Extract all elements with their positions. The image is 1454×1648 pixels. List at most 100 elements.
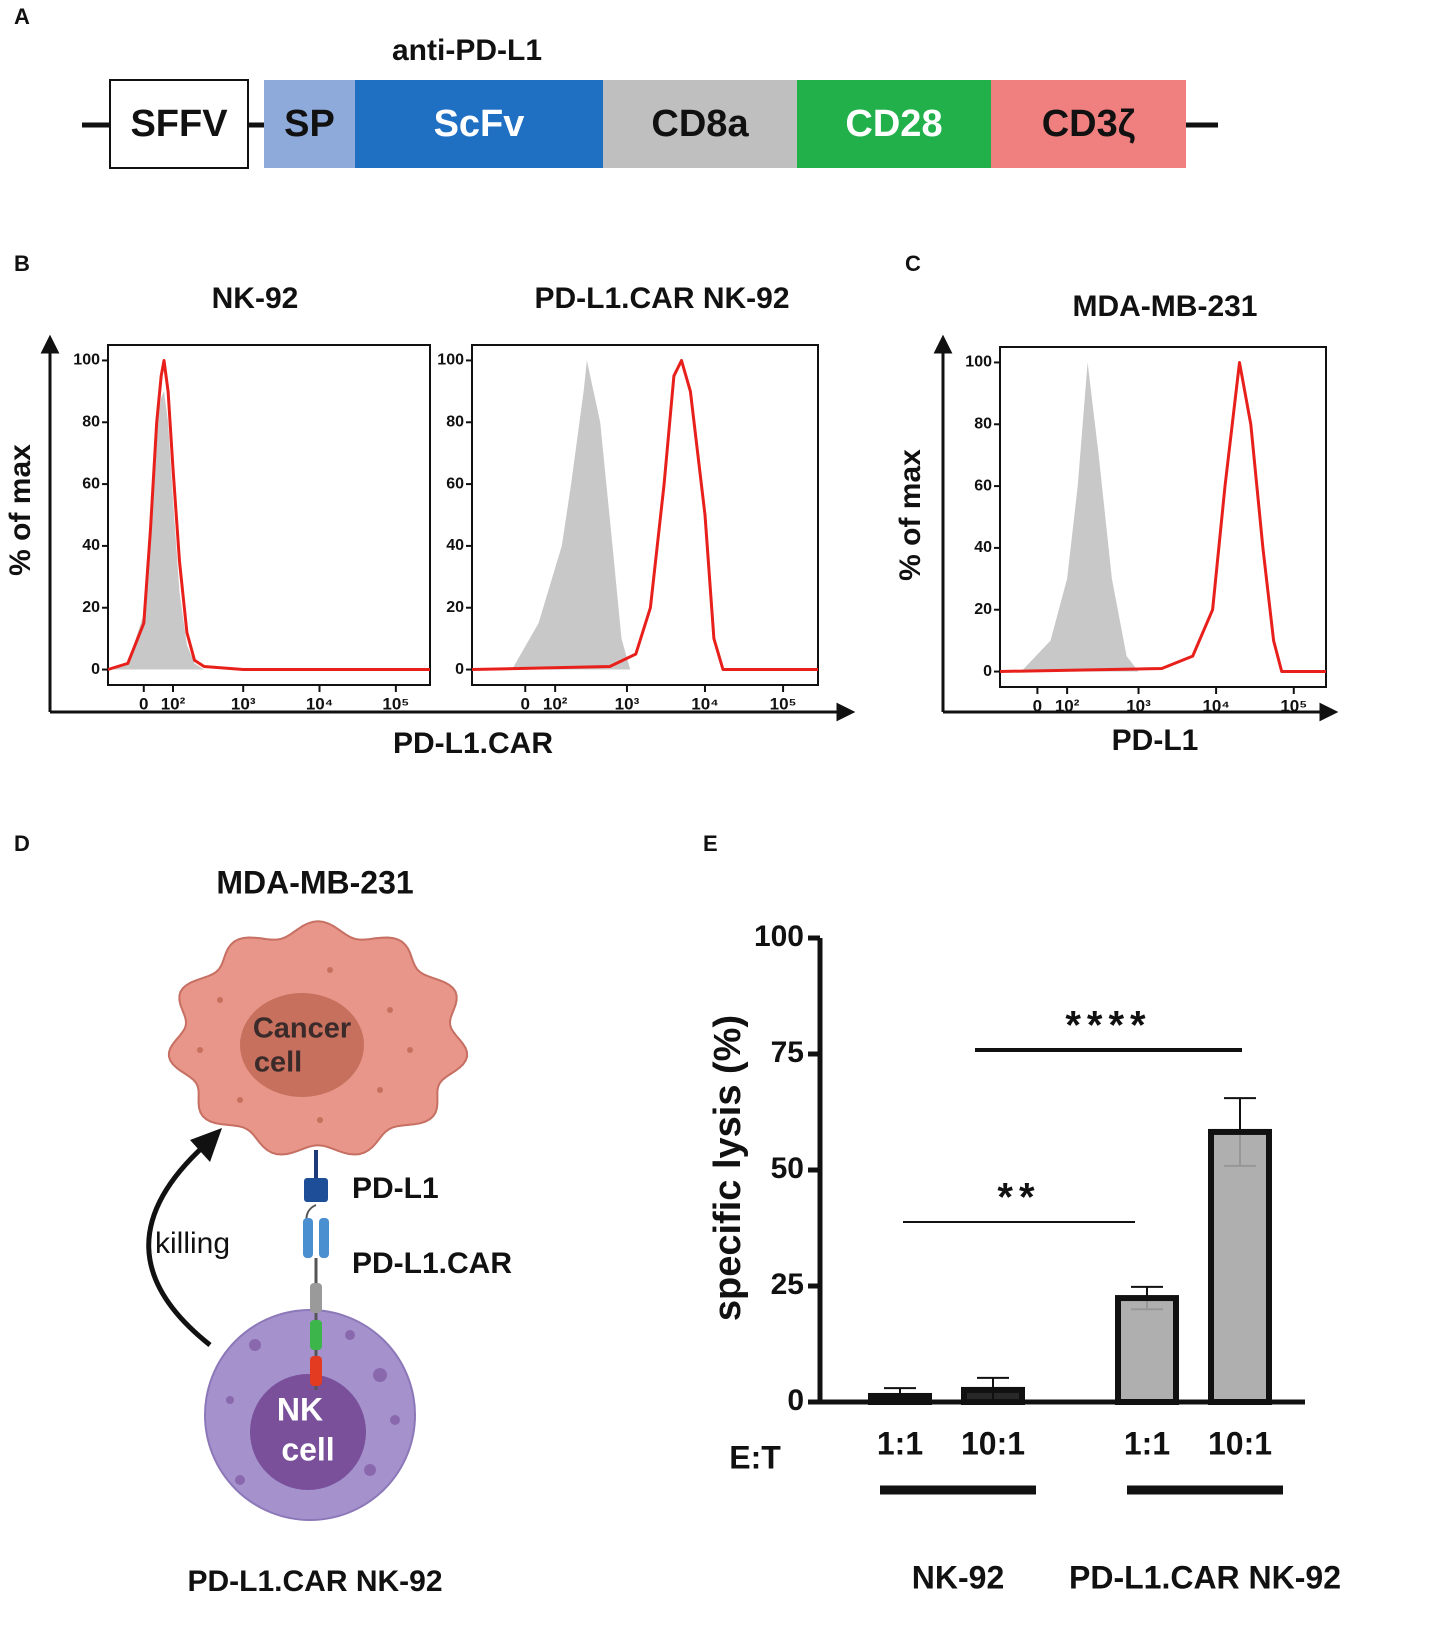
nk-label: NK: [277, 1391, 323, 1427]
panel-label: C: [905, 251, 921, 276]
segment-label: CD3ζ: [1042, 103, 1136, 145]
panel-label: B: [14, 251, 30, 276]
chart-title: PD-L1.CAR NK-92: [534, 282, 789, 315]
y-tick-label: 0: [455, 661, 464, 678]
chart-title: NK-92: [212, 282, 299, 315]
x-tick-label: 10⁴: [306, 694, 333, 713]
plot-frame: [471, 344, 819, 686]
segment-label: CD8a: [651, 103, 749, 145]
construct-segment: [264, 80, 355, 168]
arrow-head: [1319, 702, 1339, 722]
action-label: killing: [155, 1227, 230, 1260]
panel-label: E: [703, 831, 718, 856]
y-axis-label: % of max: [894, 449, 927, 581]
receptor-label: PD-L1.CAR: [352, 1247, 512, 1280]
segment-label: SFFV: [130, 103, 228, 145]
x-axis-label: E:T: [729, 1439, 781, 1475]
cd28: [310, 1320, 322, 1350]
segment-label: CD28: [845, 103, 942, 145]
isotype-area: [108, 391, 430, 670]
y-axis-label: % of max: [4, 444, 37, 576]
y-tick-label: 40: [974, 539, 992, 556]
chart-title: MDA-MB-231: [1072, 290, 1257, 323]
arrow-head: [40, 334, 60, 354]
y-tick-label: 20: [446, 599, 464, 616]
scfv: [303, 1218, 313, 1258]
x-axis-label: PD-L1.CAR: [393, 727, 553, 760]
y-tick-label: 60: [446, 475, 464, 492]
nk-nucleus: [250, 1374, 366, 1490]
x-tick-label: 0: [139, 694, 148, 713]
x-tick-label: 0: [521, 694, 530, 713]
y-tick-label: 100: [73, 352, 100, 369]
y-tick-label: 0: [787, 1384, 804, 1417]
y-tick-label: 75: [771, 1036, 804, 1069]
y-tick-label: 0: [91, 661, 100, 678]
x-axis-label: PD-L1: [1112, 724, 1199, 757]
x-tick-label: 1:1: [1124, 1425, 1170, 1461]
segment-label: SP: [284, 103, 335, 145]
panel-label: D: [14, 831, 30, 856]
x-tick-label: 10²: [1055, 696, 1080, 715]
isotype-area: [1021, 362, 1139, 672]
significance-label: **: [997, 1176, 1040, 1220]
construct-title: anti-PD-L1: [392, 34, 542, 67]
significance-label: ****: [1065, 1004, 1151, 1048]
effector-label: PD-L1.CAR NK-92: [187, 1565, 442, 1598]
x-tick-label: 10²: [161, 694, 186, 713]
x-tick-label: 10⁴: [691, 694, 718, 713]
y-tick-label: 60: [82, 475, 100, 492]
target-label: MDA-MB-231: [216, 864, 413, 900]
stain-line: [107, 359, 430, 671]
isotype-area: [512, 360, 631, 670]
killing-arrow: [146, 1143, 212, 1347]
group-label: PD-L1.CAR NK-92: [1069, 1559, 1341, 1595]
cd8a: [310, 1283, 322, 1313]
cancer-label: Cancer: [253, 1013, 351, 1045]
x-tick-label: 10:1: [961, 1425, 1025, 1461]
cd3z: [310, 1356, 322, 1386]
y-tick-label: 50: [771, 1152, 804, 1185]
y-tick-label: 100: [437, 352, 464, 369]
group-label: NK-92: [912, 1559, 1004, 1595]
y-tick-label: 80: [82, 413, 100, 430]
cancer-label: cell: [254, 1047, 302, 1079]
y-tick-label: 20: [974, 601, 992, 618]
x-tick-label: 0: [1033, 696, 1042, 715]
x-tick-label: 10³: [1126, 696, 1151, 715]
y-tick-label: 0: [983, 663, 992, 680]
axis-arrows: [40, 334, 1339, 722]
construct-segment: [603, 80, 797, 168]
scfv: [319, 1218, 329, 1258]
panel-label: A: [14, 4, 30, 29]
segment-label: ScFv: [434, 103, 525, 145]
nk-label: cell: [281, 1431, 334, 1467]
y-tick-label: 25: [771, 1268, 804, 1301]
x-tick-label: 1:1: [877, 1425, 923, 1461]
cancer-granules: [197, 967, 413, 1123]
x-tick-label: 10⁴: [1202, 696, 1229, 715]
construct-segment: [991, 80, 1186, 168]
stain-line: [471, 359, 818, 671]
y-tick-label: 80: [974, 415, 992, 432]
bar: [1115, 1295, 1179, 1405]
x-tick-label: 10:1: [1208, 1425, 1272, 1461]
x-tick-label: 10⁵: [382, 694, 409, 713]
x-tick-label: 10³: [231, 694, 256, 713]
diagram: MDA-MB-231 Cancer cell PD-L1 PD-L1.CAR k…: [146, 864, 512, 1598]
ligand: [304, 1178, 328, 1202]
nk-granules: [226, 1330, 400, 1485]
stain-line: [999, 361, 1326, 673]
y-tick-label: 40: [446, 537, 464, 554]
y-tick-label: 60: [974, 477, 992, 494]
x-tick-label: 10⁵: [1280, 696, 1307, 715]
y-tick-label: 100: [965, 354, 992, 371]
arrow-head: [836, 702, 856, 722]
construct-segment: [797, 80, 991, 168]
x-tick-label: 10³: [615, 694, 640, 713]
y-axis-label: specific lysis (%): [707, 1015, 749, 1321]
construct: SFFV SP ScFv CD8a CD28 CD3ζ: [109, 79, 1186, 169]
plot-frame: [999, 346, 1327, 688]
y-tick-label: 100: [754, 920, 804, 953]
